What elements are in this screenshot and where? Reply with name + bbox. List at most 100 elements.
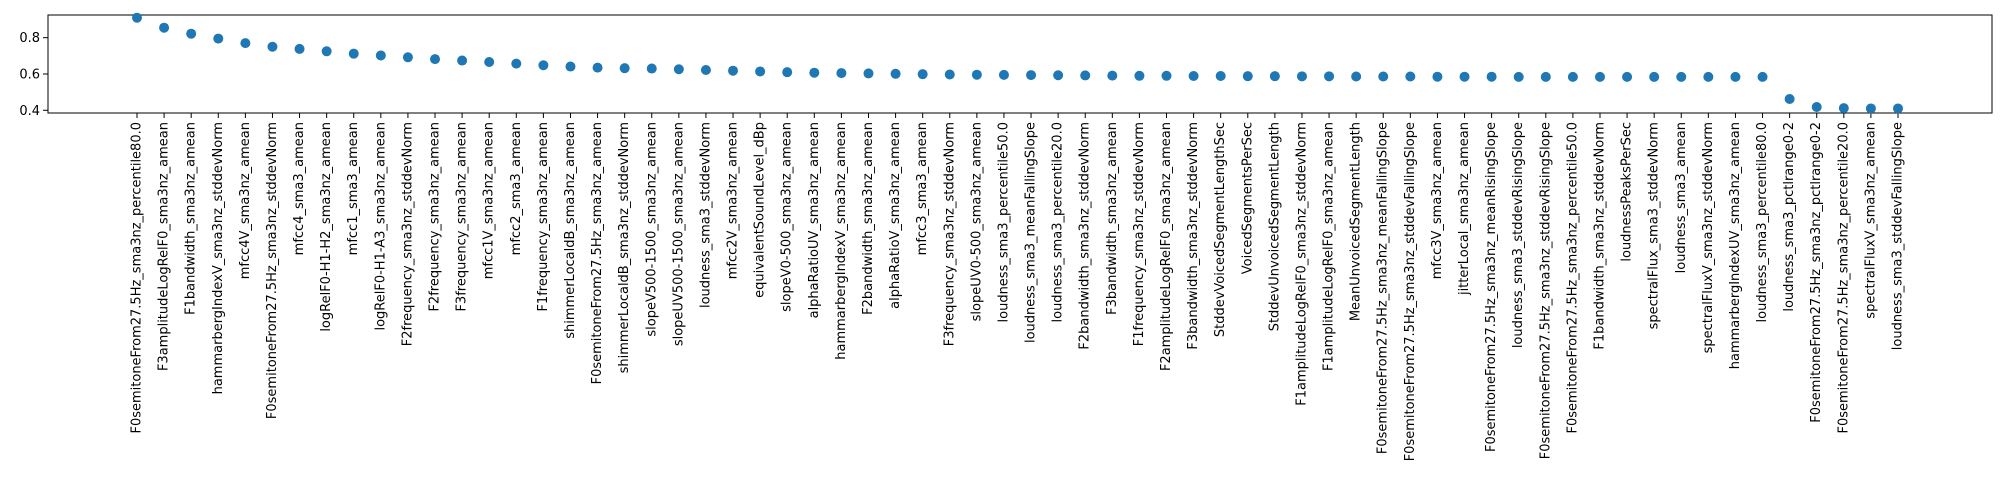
data-point [402, 52, 413, 63]
data-point [700, 64, 711, 75]
x-tick-label: F0semitoneFrom27.5Hz_sma3nz_meanRisingSl… [1484, 122, 1499, 452]
data-point [944, 69, 955, 80]
data-point [1757, 71, 1768, 82]
data-point [619, 63, 630, 74]
x-tick-label: F2bandwidth_sma3nz_amean [861, 122, 876, 315]
x-tick-label: slopeV0-500_sma3nz_amean [780, 122, 795, 312]
x-tick-label: mfcc4V_sma3nz_amean [238, 122, 253, 279]
data-point [321, 46, 332, 57]
data-point [132, 12, 142, 23]
x-tick-label: slopeUV0-500_sma3nz_amean [969, 122, 984, 321]
x-tick-label: hammarbergIndexUV_sma3nz_amean [1728, 122, 1743, 369]
data-point [159, 22, 170, 33]
data-point [1107, 70, 1118, 81]
data-point [1838, 103, 1849, 114]
x-tick-label: hammarbergIndexV_sma3nz_stddevNorm [211, 122, 226, 394]
x-tick-label: loudness_sma3_amean [1674, 122, 1689, 273]
data-point [1540, 71, 1551, 82]
y-axis: 0.4 0.6 0.8 [19, 31, 48, 119]
x-tick-label: jitterLocal_sma3nz_amean [1457, 122, 1472, 296]
data-point [917, 69, 928, 80]
x-tick-label: F1amplitudeLogRelF0_sma3nz_stddevNorm [1294, 122, 1309, 406]
data-point [1053, 70, 1064, 81]
x-tick-label: F2frequency_sma3nz_amean [428, 122, 443, 312]
x-tick-label: F2bandwidth_sma3nz_stddevNorm [1078, 122, 1093, 350]
x-tick-label: spectralFluxV_sma3nz_stddevNorm [1701, 122, 1716, 353]
x-tick-label: loudness_sma3_stddevFallingSlope [1891, 122, 1906, 350]
x-tick-label: F0semitoneFrom27.5Hz_sma3nz_percentile20… [1836, 122, 1851, 434]
data-point [457, 55, 468, 66]
data-point [213, 33, 224, 44]
x-tick-label: F3bandwidth_sma3nz_stddevNorm [1186, 122, 1201, 350]
data-point [890, 68, 901, 79]
x-tick-label: F1bandwidth_sma3nz_stddevNorm [1592, 122, 1607, 350]
data-point [511, 58, 522, 69]
x-tick-label: F2frequency_sma3nz_stddevNorm [400, 122, 415, 346]
x-tick-label: F0semitoneFrom27.5Hz_sma3nz_stddevNorm [265, 122, 280, 419]
x-tick-label: loudness_sma3_percentile20.0 [1051, 122, 1066, 322]
x-tick-label: loudness_sma3_pctlrange0-2 [1782, 122, 1797, 312]
data-point [1134, 70, 1145, 81]
data-point [1405, 71, 1416, 82]
data-point [673, 64, 684, 75]
data-point [1676, 71, 1687, 82]
data-point [294, 43, 305, 54]
data-points [132, 12, 1903, 114]
data-point [1893, 103, 1903, 114]
x-tick-label: F1frequency_sma3nz_stddevNorm [1132, 122, 1147, 346]
x-tick-label: loudnessPeaksPerSec [1620, 122, 1635, 262]
x-tick-label: slopeV500-1500_sma3nz_amean [644, 122, 659, 337]
x-tick-label: mfcc2_sma3_amean [509, 122, 524, 255]
data-point [1026, 70, 1037, 81]
data-point [998, 69, 1009, 80]
data-point [1324, 71, 1335, 82]
x-tick-label: loudness_sma3_percentile50.0 [996, 122, 1011, 322]
data-point [186, 28, 197, 39]
data-point [267, 41, 278, 52]
x-tick-label: slopeUV500-1500_sma3nz_amean [671, 122, 686, 346]
x-tick-label: mfcc3V_sma3nz_amean [1430, 122, 1445, 279]
x-tick-label: F3frequency_sma3nz_amean [455, 122, 470, 312]
x-tick-label: loudness_sma3_meanFallingSlope [1024, 122, 1039, 343]
y-tick-label: 0.8 [19, 31, 40, 46]
x-tick-label: StddevUnvoicedSegmentLength [1267, 122, 1282, 331]
y-tick-label: 0.6 [19, 67, 40, 82]
x-tick-label: alphaRatioUV_sma3nz_amean [807, 122, 822, 318]
data-point [1242, 71, 1253, 82]
x-tick-label: shimmerLocaldB_sma3nz_amean [563, 122, 578, 339]
x-tick-label: StddevVoicedSegmentLengthSec [1213, 122, 1228, 337]
x-tick-label: loudness_sma3_percentile80.0 [1755, 122, 1770, 322]
data-point [1459, 71, 1470, 82]
data-point [1486, 71, 1497, 82]
x-axis: F0semitoneFrom27.5Hz_sma3nz_percentile80… [130, 113, 1906, 461]
x-tick-label: MeanUnvoicedSegmentLength [1349, 122, 1364, 321]
data-point [728, 65, 739, 76]
x-tick-label: F0semitoneFrom27.5Hz_sma3nz_percentile80… [130, 122, 145, 434]
data-point [1730, 71, 1741, 82]
x-tick-label: logRelF0-H1-H2_sma3nz_amean [319, 122, 334, 332]
x-tick-label: spectralFlux_sma3_stddevNorm [1647, 122, 1662, 329]
data-point [971, 69, 982, 80]
data-point [1215, 70, 1226, 81]
x-tick-label: shimmerLocaldB_sma3nz_stddevNorm [617, 122, 632, 373]
data-point [836, 68, 847, 79]
x-tick-label: F0semitoneFrom27.5Hz_sma3nz_amean [590, 122, 605, 384]
y-tick-label: 0.4 [19, 104, 40, 119]
x-tick-label: logRelF0-H1-A3_sma3nz_amean [373, 122, 388, 331]
plot-frame [47, 14, 1993, 114]
x-tick-label: F0semitoneFrom27.5Hz_sma3nz_stddevRising… [1538, 122, 1553, 459]
x-tick-label: F1bandwidth_sma3nz_amean [184, 122, 199, 315]
data-point [348, 48, 359, 59]
x-tick-label: mfcc1_sma3_amean [346, 122, 361, 255]
data-point [1649, 71, 1660, 82]
data-point [755, 66, 766, 77]
data-point [1513, 71, 1524, 82]
x-tick-label: hammarbergIndexV_sma3nz_amean [834, 122, 849, 360]
data-point [1378, 71, 1389, 82]
data-point [1269, 71, 1280, 82]
data-point [565, 61, 576, 72]
x-tick-label: loudness_sma3_stddevNorm [698, 122, 713, 308]
data-point [1594, 71, 1605, 82]
data-point [375, 50, 386, 61]
